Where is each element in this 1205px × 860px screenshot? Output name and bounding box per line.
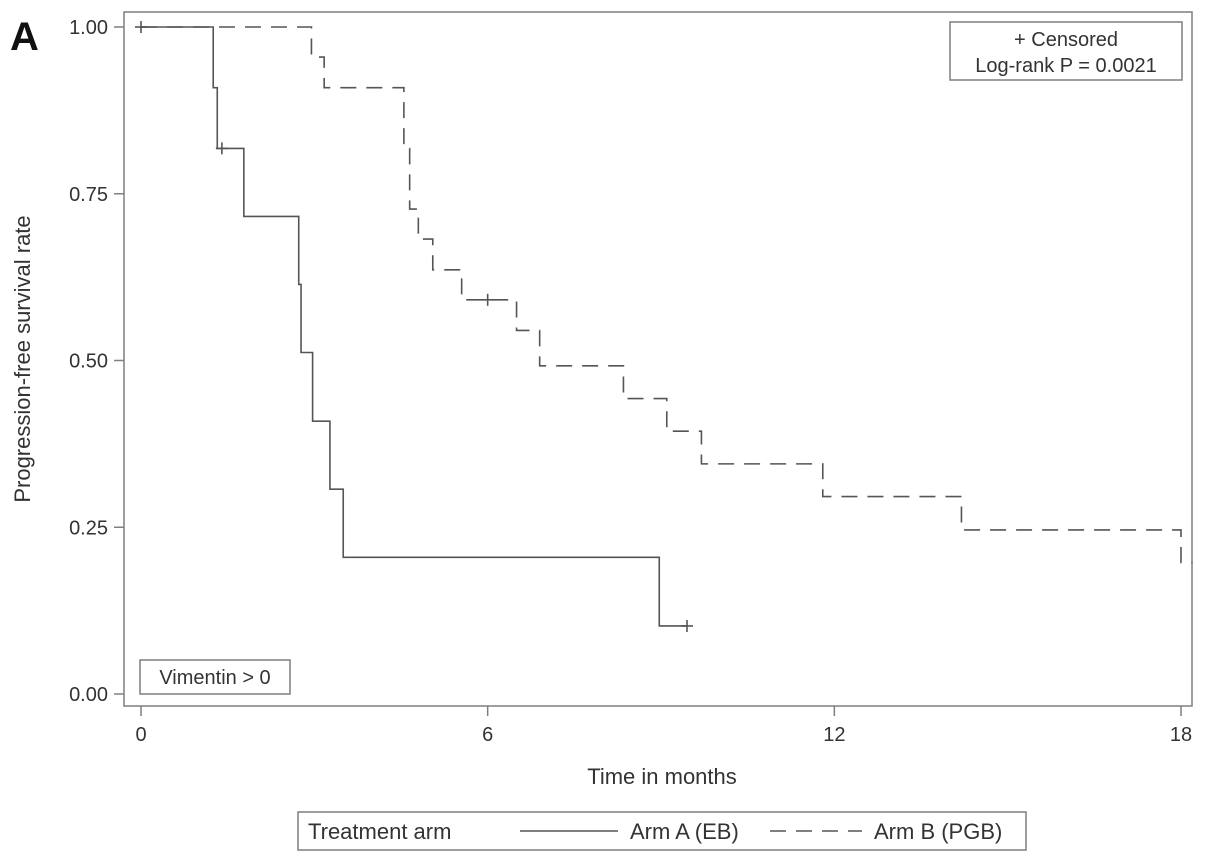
y-tick-label: 0.50 bbox=[69, 351, 108, 373]
x-tick-label: 6 bbox=[482, 724, 493, 746]
panel-label: A bbox=[10, 15, 39, 59]
x-axis-title: Time in months bbox=[587, 764, 737, 789]
legend-label-arm-b: Arm B (PGB) bbox=[874, 819, 1002, 844]
y-tick-label: 1.00 bbox=[69, 17, 108, 39]
censored-note: + Censored bbox=[1014, 29, 1118, 51]
inset-box-frame bbox=[949, 21, 1183, 81]
censor-mark bbox=[135, 21, 147, 33]
legend-frame bbox=[297, 811, 1027, 851]
series-layer bbox=[135, 21, 1193, 632]
plot-frame bbox=[123, 11, 1193, 707]
x-tick-label: 0 bbox=[135, 724, 146, 746]
subgroup-box: Vimentin > 0 bbox=[139, 659, 291, 695]
censor-mark bbox=[481, 293, 494, 306]
y-tick-label: 0.00 bbox=[69, 684, 108, 706]
series-line-arm-a bbox=[141, 26, 687, 627]
subgroup-label: Vimentin > 0 bbox=[159, 667, 270, 689]
y-tick-label: 0.25 bbox=[69, 517, 108, 539]
logrank-p: Log-rank P = 0.0021 bbox=[975, 55, 1156, 77]
censor-mark bbox=[215, 142, 228, 155]
subgroup-box-frame bbox=[139, 659, 291, 695]
y-tick-label: 0.75 bbox=[69, 184, 108, 206]
x-tick-label: 18 bbox=[1170, 724, 1192, 746]
series-line-arm-b bbox=[141, 26, 1193, 564]
y-axis-title: Progression-free survival rate bbox=[10, 215, 35, 502]
x-tick-label: 12 bbox=[823, 724, 845, 746]
legend: Treatment arm Arm A (EB) Arm B (PGB) bbox=[297, 811, 1027, 851]
inset-box: + Censored Log-rank P = 0.0021 bbox=[949, 21, 1183, 81]
axes: 0 6 12 18 0.00 0.25 0.50 0.75 1.00 bbox=[69, 17, 1192, 746]
legend-title: Treatment arm bbox=[308, 819, 451, 844]
censor-mark bbox=[681, 619, 693, 632]
legend-label-arm-a: Arm A (EB) bbox=[630, 819, 739, 844]
